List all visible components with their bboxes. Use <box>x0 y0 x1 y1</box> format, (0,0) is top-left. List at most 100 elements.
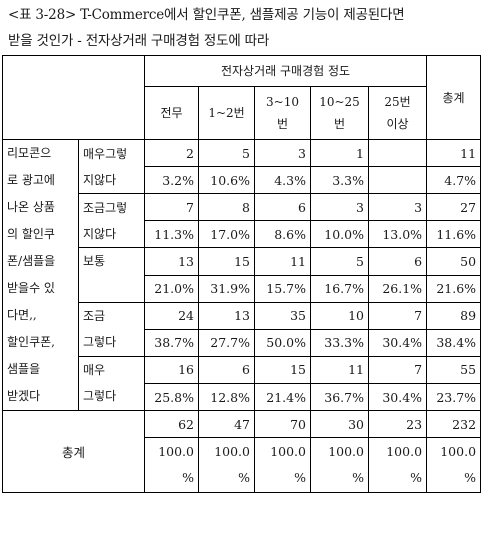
col-header-1-2: 1~2번 <box>198 86 255 140</box>
survey-table: 전자상거래 구매경험 정도 총계 전무 1~2번 3~10 번 10~25 번 25… <box>2 55 482 493</box>
pct-cell: 30.4% <box>367 383 428 411</box>
table-row: 11.3% 17.0% 8.6% 10.0% 13.0% 11.6% <box>3 220 482 249</box>
total-pct-cell: 4.7% <box>426 166 482 194</box>
count-cell: 1 <box>310 139 369 167</box>
total-pct-cell: 21.6% <box>426 274 482 303</box>
table-row: 조금 그렇다 24 13 35 10 7 89 <box>3 301 482 357</box>
caption-line-2: 받을 것인가 - 전자상거래 구매경험 정도에 따라 <box>8 33 270 49</box>
pct-cell: 15.7% <box>254 274 311 303</box>
count-cell: 3 <box>254 139 311 167</box>
pct-cell: 10.0% <box>310 220 369 249</box>
pct-cell: 36.7% <box>310 383 369 411</box>
pct-cell: 17.0% <box>198 220 255 249</box>
grand-count-cell: 23 <box>367 410 428 438</box>
row-label-strongly-disagree: 매우그렇 지않다 <box>78 139 145 194</box>
count-cell: 16 <box>144 355 199 385</box>
total-pct-cell: 23.7% <box>426 383 482 411</box>
pct-cell: 13.0% <box>367 220 428 249</box>
count-cell: 5 <box>310 247 369 276</box>
count-cell <box>367 139 428 167</box>
grand-pct-cell: 100.0% <box>144 437 199 493</box>
total-count-cell: 55 <box>426 355 482 385</box>
table-row: 보통 13 15 11 5 6 50 <box>3 247 482 303</box>
total-pct-row: 100.0% 100.0% 100.0% 100.0% 100.0% 100.0… <box>3 437 482 493</box>
pct-cell: 3.2% <box>144 166 199 194</box>
question-cell: 리모콘으 로 광고에 나온 상품 의 할인쿠 폰/샘플을 받을수 있 다면,, 할인쿠폰, 샘플… <box>2 139 79 411</box>
grand-count-cell: 30 <box>310 410 369 438</box>
pct-cell: 38.7% <box>144 328 199 357</box>
total-count-row: 총계 62 47 70 30 23 232 <box>2 410 482 493</box>
table-caption: <표 3-28> T-Commerce에서 할인쿠폰, 샘플제공 기능이 제공된… <box>8 2 480 54</box>
total-count-cell: 27 <box>426 192 482 222</box>
total-count-cell: 50 <box>426 247 482 276</box>
table-row: 21.0% 31.9% 15.7% 16.7% 26.1% 21.6% <box>3 274 482 303</box>
col-header-none: 전무 <box>144 86 199 140</box>
count-cell: 13 <box>198 301 255 330</box>
col-header-10-25: 10~25 번 <box>310 86 369 140</box>
total-row-label: 총계 <box>2 410 145 493</box>
pct-cell: 25.8% <box>144 383 199 411</box>
col-header-3-10: 3~10 번 <box>254 86 311 140</box>
count-cell: 6 <box>254 192 311 222</box>
count-cell: 3 <box>310 192 369 222</box>
row-label-strongly-agree: 매우 그렇다 <box>78 355 145 412</box>
total-count-cell: 89 <box>426 301 482 330</box>
grand-pct-cell: 100.0% <box>310 437 369 493</box>
header-row-1: 전자상거래 구매경험 정도 총계 <box>2 55 482 140</box>
pct-cell: 16.7% <box>310 274 369 303</box>
total-pct-cell: 38.4% <box>426 328 482 357</box>
pct-cell: 30.4% <box>367 328 428 357</box>
table-row: 매우 그렇다 16 6 15 11 7 55 <box>3 355 482 412</box>
count-cell: 15 <box>198 247 255 276</box>
caption-line-1: <표 3-28> T-Commerce에서 할인쿠폰, 샘플제공 기능이 제공된… <box>8 7 405 23</box>
count-cell: 15 <box>254 355 311 385</box>
row-label-somewhat-disagree: 조금그렇 지않다 <box>78 192 145 249</box>
pct-cell: 12.8% <box>198 383 255 411</box>
pct-cell: 21.4% <box>254 383 311 411</box>
pct-cell: 33.3% <box>310 328 369 357</box>
pct-cell <box>367 166 428 194</box>
count-cell: 7 <box>144 192 199 222</box>
pct-cell: 21.0% <box>144 274 199 303</box>
pct-cell: 50.0% <box>254 328 311 357</box>
header-blank-cell <box>2 55 145 140</box>
grand-pct-cell: 100.0% <box>198 437 255 493</box>
pct-cell: 4.3% <box>254 166 311 194</box>
table-row: 25.8% 12.8% 21.4% 36.7% 30.4% 23.7% <box>3 383 482 411</box>
pct-cell: 11.3% <box>144 220 199 249</box>
pct-cell: 26.1% <box>367 274 428 303</box>
table-row: 리모콘으 로 광고에 나온 상품 의 할인쿠 폰/샘플을 받을수 있 다면,, 할인쿠폰, 샘플… <box>2 139 482 411</box>
count-cell: 35 <box>254 301 311 330</box>
total-header: 총계 <box>426 55 482 140</box>
count-cell: 7 <box>367 355 428 385</box>
count-cell: 6 <box>198 355 255 385</box>
count-cell: 3 <box>367 192 428 222</box>
count-cell: 10 <box>310 301 369 330</box>
group-header: 전자상거래 구매경험 정도 <box>143 55 428 87</box>
row-label-neutral: 보통 <box>78 247 145 303</box>
count-cell: 7 <box>367 301 428 330</box>
table-row: 조금그렇 지않다 7 8 6 3 3 27 <box>3 192 482 249</box>
total-count-cell: 11 <box>426 139 482 167</box>
count-cell: 5 <box>198 139 255 167</box>
count-cell: 13 <box>144 247 199 276</box>
total-pct-cell: 11.6% <box>426 220 482 249</box>
pct-cell: 27.7% <box>198 328 255 357</box>
grand-count-cell: 232 <box>426 410 482 438</box>
pct-cell: 3.3% <box>310 166 369 194</box>
count-cell: 24 <box>144 301 199 330</box>
count-cell: 8 <box>198 192 255 222</box>
grand-count-cell: 47 <box>198 410 255 438</box>
grand-pct-cell: 100.0% <box>254 437 311 493</box>
grand-count-cell: 62 <box>144 410 199 438</box>
row-label-somewhat-agree: 조금 그렇다 <box>78 301 145 357</box>
table-row: 3.2% 10.6% 4.3% 3.3% 4.7% <box>3 166 482 194</box>
count-cell: 11 <box>310 355 369 385</box>
count-cell: 6 <box>367 247 428 276</box>
col-header-25-plus: 25번 이상 <box>367 86 428 140</box>
pct-cell: 31.9% <box>198 274 255 303</box>
pct-cell: 10.6% <box>198 166 255 194</box>
table-row: 38.7% 27.7% 50.0% 33.3% 30.4% 38.4% <box>3 328 482 357</box>
header-row-2: 전무 1~2번 3~10 번 10~25 번 25번 이상 <box>3 86 481 140</box>
grand-pct-cell: 100.0% <box>367 437 428 493</box>
